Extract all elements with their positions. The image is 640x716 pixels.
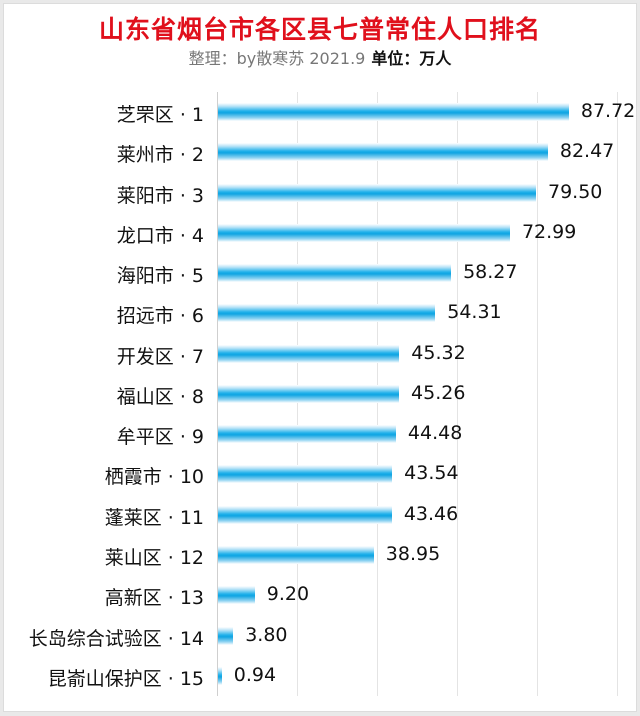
bar-row: 福山区 · 8 45.26 [0, 374, 640, 414]
subtitle-unit: 单位：万人 [371, 49, 452, 68]
bar-row: 海阳市 · 5 58.27 [0, 253, 640, 293]
chart-subtitle: 整理：by散寒苏 2021.9 单位：万人 [0, 45, 640, 69]
value-label: 43.46 [403, 502, 459, 525]
bar [218, 183, 536, 202]
bar [218, 586, 255, 605]
value-label: 58.27 [463, 261, 518, 284]
value-label: 72.99 [521, 220, 577, 243]
bar [218, 505, 392, 524]
bar-row: 莱阳市 · 3 79.50 [0, 173, 640, 213]
category-label: 莱山区 · 12 [104, 546, 204, 569]
bar [218, 666, 222, 685]
category-label: 招远市 · 6 [116, 305, 204, 328]
bar [218, 143, 548, 162]
bar-row: 栖霞市 · 10 43.54 [0, 454, 640, 494]
category-label: 龙口市 · 4 [116, 224, 204, 247]
bar [218, 626, 234, 645]
value-label: 45.26 [411, 381, 466, 404]
gridline [617, 92, 618, 696]
bar-row: 牟平区 · 9 44.48 [0, 414, 640, 454]
category-label: 芝罘区 · 1 [116, 104, 204, 126]
bar-row: 龙口市 · 4 72.99 [0, 213, 640, 253]
bar [218, 304, 436, 323]
gridline [537, 92, 538, 696]
bar-row: 芝罘区 · 1 87.72 [0, 92, 640, 132]
bar [218, 344, 400, 363]
category-label: 海阳市 · 5 [116, 265, 204, 288]
value-label: 82.47 [559, 140, 615, 163]
category-label: 莱州市 · 2 [116, 144, 204, 167]
category-label: 高新区 · 13 [104, 587, 204, 610]
value-label: 3.80 [245, 623, 288, 646]
value-label: 38.95 [385, 542, 441, 565]
category-label: 开发区 · 7 [116, 345, 204, 368]
category-label: 栖霞市 · 10 [104, 466, 204, 489]
value-label: 43.54 [404, 462, 459, 485]
bar [218, 545, 374, 564]
bar-row: 莱州市 · 2 82.47 [0, 132, 640, 172]
category-label: 昆嵛山保护区 · 15 [47, 667, 204, 690]
bar [218, 103, 569, 121]
gridline [457, 92, 458, 696]
bar-row: 开发区 · 7 45.32 [0, 334, 640, 374]
bar-row: 蓬莱区 · 11 43.46 [0, 495, 640, 535]
category-label: 长岛综合试验区 · 14 [28, 627, 204, 650]
category-label: 福山区 · 8 [116, 385, 204, 408]
bar [218, 384, 400, 403]
category-axis [217, 92, 218, 696]
bar-row: 高新区 · 13 9.20 [0, 575, 640, 615]
subtitle-credit: 整理：by散寒苏 2021.9 [188, 49, 366, 68]
bar [218, 425, 396, 444]
category-label: 牟平区 · 9 [116, 426, 204, 449]
value-label: 44.48 [407, 422, 463, 445]
bar-row: 长岛综合试验区 · 14 3.80 [0, 616, 640, 656]
value-label: 54.31 [447, 301, 502, 324]
value-label: 79.50 [548, 180, 603, 203]
category-label: 蓬莱区 · 11 [104, 506, 204, 529]
bar-row: 昆嵛山保护区 · 15 0.94 [0, 656, 640, 696]
bar-row: 莱山区 · 12 38.95 [0, 535, 640, 575]
value-label: 87.72 [580, 100, 636, 122]
bar [218, 465, 393, 484]
chart-title: 山东省烟台市各区县七普常住人口排名 [98, 15, 541, 44]
value-label: 9.20 [266, 583, 310, 606]
bar-row: 招远市 · 6 54.31 [0, 293, 640, 333]
category-label: 莱阳市 · 3 [116, 184, 204, 207]
value-label: 45.32 [411, 341, 466, 364]
bar [218, 264, 452, 283]
bar [218, 223, 510, 242]
value-label: 0.94 [233, 663, 277, 686]
